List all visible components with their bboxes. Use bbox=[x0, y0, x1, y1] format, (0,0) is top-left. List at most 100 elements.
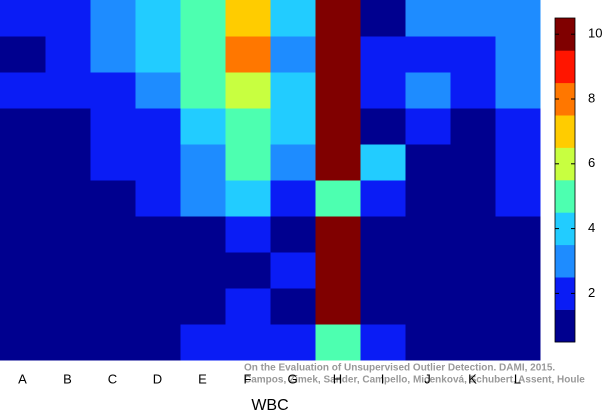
heatmap-cell bbox=[45, 0, 91, 37]
heatmap-cell bbox=[180, 180, 226, 217]
colorbar-band bbox=[555, 115, 575, 148]
heatmap-cell bbox=[360, 252, 406, 289]
heatmap-cell bbox=[450, 252, 496, 289]
heatmap-cell bbox=[90, 72, 136, 109]
heatmap-cell bbox=[180, 252, 226, 289]
heatmap-cell bbox=[90, 0, 136, 37]
colorbar-band bbox=[555, 244, 575, 278]
heatmap-cell bbox=[405, 180, 451, 217]
heatmap-cell bbox=[0, 252, 46, 289]
heatmap-cell bbox=[45, 36, 91, 73]
colorbar-tick-label: 10 bbox=[588, 26, 602, 41]
heatmap-cell bbox=[450, 72, 496, 109]
heatmap-cell bbox=[45, 180, 91, 217]
x-tick-label: I bbox=[381, 371, 385, 386]
x-tick-label: F bbox=[244, 371, 252, 386]
heatmap-cell bbox=[0, 180, 46, 217]
heatmap-cell bbox=[360, 216, 406, 253]
heatmap-cell bbox=[315, 36, 361, 73]
heatmap-cell bbox=[135, 252, 181, 289]
x-tick-label: A bbox=[18, 371, 27, 386]
heatmap-cell bbox=[360, 72, 406, 109]
heatmap-cell bbox=[360, 324, 406, 361]
heatmap-cell bbox=[180, 72, 226, 109]
heatmap-cell bbox=[450, 288, 496, 325]
heatmap-cell bbox=[315, 180, 361, 217]
x-tick-label: L bbox=[514, 371, 521, 386]
heatmap-cell bbox=[225, 288, 271, 325]
heatmap-cell bbox=[90, 180, 136, 217]
heatmap-cell bbox=[315, 216, 361, 253]
heatmap-cell bbox=[225, 0, 271, 37]
heatmap-cell bbox=[450, 36, 496, 73]
heatmap-cell bbox=[270, 36, 316, 73]
colorbar-band bbox=[555, 147, 575, 181]
heatmap-cell bbox=[90, 288, 136, 325]
footnote: On the Evaluation of Unsupervised Outlie… bbox=[244, 363, 555, 374]
heatmap-cell bbox=[90, 144, 136, 181]
colorbar-tick-label: 6 bbox=[588, 155, 595, 170]
heatmap-cell bbox=[495, 144, 541, 181]
heatmap-cell bbox=[405, 144, 451, 181]
heatmap-cell bbox=[45, 252, 91, 289]
heatmap-cell bbox=[225, 252, 271, 289]
heatmap-cell bbox=[450, 0, 496, 37]
heatmap-cell bbox=[135, 108, 181, 145]
heatmap-cell bbox=[225, 216, 271, 253]
heatmap-cell bbox=[405, 0, 451, 37]
x-tick-label: C bbox=[108, 371, 117, 386]
heatmap-cell bbox=[135, 288, 181, 325]
heatmap-cell bbox=[180, 288, 226, 325]
heatmap-cell bbox=[360, 180, 406, 217]
heatmap-cell bbox=[0, 108, 46, 145]
heatmap-cell bbox=[135, 36, 181, 73]
heatmap-cell bbox=[450, 144, 496, 181]
heatmap-cell bbox=[450, 180, 496, 217]
heatmap-cell bbox=[135, 0, 181, 37]
x-tick-label: E bbox=[198, 371, 207, 386]
x-tick-label: H bbox=[333, 371, 342, 386]
heatmap-cell bbox=[90, 324, 136, 361]
x-tick-label: G bbox=[287, 371, 297, 386]
heatmap-cell bbox=[225, 36, 271, 73]
heatmap-cell bbox=[0, 72, 46, 109]
x-axis-label: WBC bbox=[251, 397, 288, 413]
heatmap-cell bbox=[270, 108, 316, 145]
heatmap-cell bbox=[405, 108, 451, 145]
heatmap-cell bbox=[90, 36, 136, 73]
colorbar-band bbox=[555, 18, 575, 51]
heatmap-cell bbox=[225, 108, 271, 145]
heatmap-cell bbox=[315, 288, 361, 325]
heatmap-cell bbox=[495, 36, 541, 73]
colorbar-band bbox=[555, 180, 575, 213]
heatmap-cell bbox=[405, 36, 451, 73]
heatmap-cell bbox=[90, 252, 136, 289]
heatmap-cell bbox=[495, 288, 541, 325]
heatmap-cell bbox=[450, 108, 496, 145]
heatmap-cell bbox=[270, 324, 316, 361]
colorbar-band bbox=[555, 277, 575, 310]
heatmap-cell bbox=[45, 144, 91, 181]
heatmap-cell bbox=[270, 144, 316, 181]
heatmap-cell bbox=[405, 216, 451, 253]
heatmap-cell bbox=[495, 324, 541, 361]
heatmap-cell bbox=[495, 72, 541, 109]
heatmap-cell bbox=[135, 144, 181, 181]
heatmap-cell bbox=[0, 36, 46, 73]
heatmap-cell bbox=[135, 216, 181, 253]
colorbar-band bbox=[555, 212, 575, 246]
colorbar-band bbox=[555, 309, 575, 343]
heatmap-cell bbox=[180, 0, 226, 37]
heatmap-cell bbox=[405, 72, 451, 109]
heatmap-cell bbox=[315, 72, 361, 109]
heatmap-cell bbox=[135, 324, 181, 361]
x-tick-label: B bbox=[63, 371, 72, 386]
heatmap-cell bbox=[495, 108, 541, 145]
heatmap-cell bbox=[0, 144, 46, 181]
heatmap-cell bbox=[495, 0, 541, 37]
heatmap-cell bbox=[225, 324, 271, 361]
heatmap-cell bbox=[495, 252, 541, 289]
heatmap-cell bbox=[270, 72, 316, 109]
heatmap-cell bbox=[180, 324, 226, 361]
heatmap-cell bbox=[45, 324, 91, 361]
